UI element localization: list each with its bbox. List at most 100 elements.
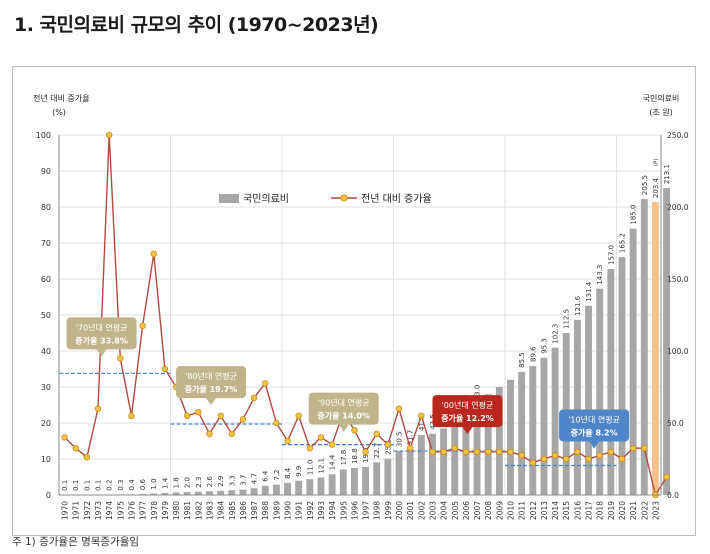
growth-rate-point bbox=[61, 434, 68, 441]
bar-value-label: 2.6 bbox=[206, 476, 214, 488]
x-tick-label: 2009 bbox=[495, 501, 504, 520]
callout-pointer bbox=[338, 424, 349, 432]
bar bbox=[585, 305, 592, 495]
bar-value-label: 89.6 bbox=[529, 346, 537, 362]
growth-rate-point bbox=[295, 412, 302, 419]
x-tick-label: 2022 bbox=[640, 501, 649, 520]
callout-value: 증가율 12.2% bbox=[441, 413, 494, 423]
x-tick-label: 2013 bbox=[540, 501, 549, 520]
bar-value-label: 121.6 bbox=[574, 295, 582, 316]
growth-rate-point bbox=[206, 430, 213, 437]
axes: 0 10 20 30 40 50 60 70 80 90 100 0.0 50.0 100.0 150.0 2… bbox=[33, 93, 689, 520]
growth-rate-point bbox=[529, 459, 536, 466]
growth-rate-point bbox=[217, 412, 224, 419]
x-tick-label: 1971 bbox=[72, 501, 81, 520]
chart-canvas: 0.1 0.1 0.1 0.1 0.2 0.3 0.4 0.6 1.0 1.4 1.8 2.0 2.3 2… bbox=[33, 93, 689, 520]
legend-label-bar: 국민의료비 bbox=[243, 193, 289, 205]
bar-value-label: 112.5 bbox=[563, 309, 571, 329]
bar-value-label: 213.1 bbox=[663, 164, 671, 184]
x-tick-label: 1989 bbox=[272, 501, 281, 520]
bar bbox=[663, 188, 671, 496]
x-tick-label: 1991 bbox=[295, 501, 304, 520]
x-tick-label: 2017 bbox=[585, 501, 594, 520]
bar bbox=[217, 490, 225, 495]
left-tick-label: 30 bbox=[41, 383, 51, 392]
growth-rate-point bbox=[239, 416, 247, 423]
bar bbox=[328, 474, 336, 495]
x-tick-label: 1974 bbox=[105, 501, 114, 520]
bar bbox=[495, 387, 503, 495]
legend-label-line: 전년 대비 증가율 bbox=[361, 193, 432, 205]
bar bbox=[551, 347, 559, 495]
bar-value-label: 30.5 bbox=[396, 431, 404, 447]
x-tick-label: 1975 bbox=[116, 501, 125, 520]
bar-value-label: 95.3 bbox=[540, 338, 548, 354]
bar bbox=[284, 482, 291, 495]
legend-swatch-marker bbox=[340, 194, 348, 202]
bar bbox=[417, 434, 425, 495]
projection-mark: (P) bbox=[653, 158, 659, 166]
bar bbox=[484, 394, 492, 495]
right-tick-label: 250.0 bbox=[667, 131, 689, 140]
left-tick-label: 20 bbox=[41, 419, 51, 428]
growth-rate-point bbox=[195, 409, 202, 416]
bar-value-label: 0.1 bbox=[83, 480, 91, 491]
x-tick-label: 2019 bbox=[607, 501, 616, 520]
left-tick-label: 90 bbox=[41, 167, 51, 176]
left-tick-label: 0 bbox=[46, 491, 51, 500]
x-tick-label: 2000 bbox=[395, 501, 404, 520]
page-title: 1. 국민의료비 규모의 추이 (1970~2023년) bbox=[14, 14, 379, 36]
bar-value-label: 0.3 bbox=[117, 479, 125, 490]
x-tick-label: 1984 bbox=[217, 501, 226, 520]
callout-box bbox=[308, 392, 379, 425]
growth-rate-point bbox=[507, 448, 514, 455]
growth-rate-point bbox=[485, 448, 492, 455]
x-tick-label: 1973 bbox=[94, 501, 103, 520]
bar bbox=[540, 357, 548, 495]
bar-value-label: 0.1 bbox=[72, 480, 80, 491]
bar-value-label: 31.7 bbox=[407, 430, 415, 446]
bar bbox=[206, 491, 213, 495]
bar bbox=[261, 485, 269, 495]
x-tick-label: 1988 bbox=[261, 501, 270, 520]
left-tick-label: 60 bbox=[41, 275, 51, 284]
x-tick-label: 2020 bbox=[618, 501, 627, 520]
x-tick-label: 1976 bbox=[127, 501, 136, 520]
x-tick-label: 2003 bbox=[428, 501, 437, 520]
bar-value-label: 0.6 bbox=[139, 478, 147, 490]
bar bbox=[573, 319, 581, 495]
x-tick-label: 2023 bbox=[651, 501, 660, 520]
bar-value-label: 63.0 bbox=[474, 385, 482, 401]
growth-rate-point bbox=[496, 448, 503, 455]
left-axis-unit: (%) bbox=[52, 108, 66, 117]
x-tick-label: 1993 bbox=[317, 501, 326, 520]
callout-pointer bbox=[206, 398, 217, 406]
bar bbox=[607, 268, 615, 495]
callout-value: 증가율 8.2% bbox=[571, 427, 618, 437]
bar-value-label: 3.7 bbox=[239, 475, 247, 486]
growth-rate-point bbox=[384, 441, 392, 448]
x-tick-label: 2011 bbox=[518, 501, 527, 520]
bar bbox=[228, 490, 236, 495]
bar bbox=[451, 420, 459, 495]
x-tick-label: 2005 bbox=[451, 501, 460, 520]
bar bbox=[440, 428, 448, 495]
left-tick-label: 100 bbox=[36, 131, 51, 140]
growth-rate-point bbox=[406, 445, 414, 452]
bar-value-label: 1.0 bbox=[150, 478, 158, 489]
callout-value: 증가율 33.8% bbox=[75, 335, 128, 345]
bar-value-label: 85.5 bbox=[518, 352, 526, 368]
bar bbox=[640, 199, 648, 495]
growth-rate-point bbox=[117, 355, 124, 362]
right-tick-label: 50.0 bbox=[667, 419, 684, 428]
growth-rate-point bbox=[351, 427, 358, 434]
right-axis-title: 국민의료비 bbox=[643, 93, 680, 103]
growth-rate-point bbox=[94, 405, 102, 412]
bar-value-label: 1.4 bbox=[161, 477, 169, 489]
x-tick-label: 2004 bbox=[440, 501, 449, 520]
x-tick-label: 2008 bbox=[484, 501, 493, 520]
bar-value-label: 157.0 bbox=[607, 245, 615, 265]
bar-value-label: 0.4 bbox=[128, 479, 136, 491]
growth-rate-point bbox=[641, 445, 648, 452]
growth-rate-point bbox=[473, 448, 481, 455]
